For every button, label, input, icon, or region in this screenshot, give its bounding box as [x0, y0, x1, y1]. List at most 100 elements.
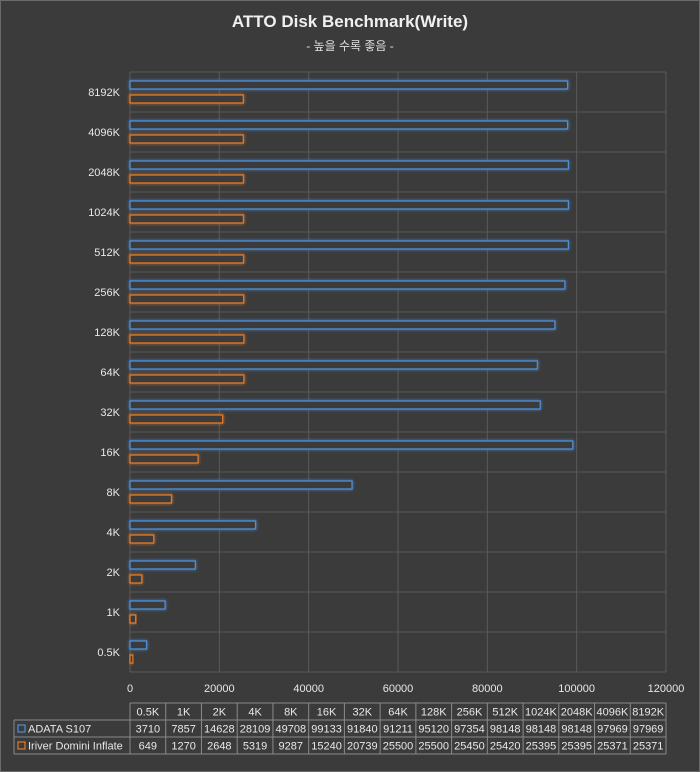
table-header-cell: 16K	[317, 707, 337, 719]
table-value-cell: 15240	[311, 741, 342, 753]
y-tick-label: 512K	[94, 247, 120, 259]
bar-iriver	[129, 94, 244, 104]
y-tick-label: 256K	[94, 287, 120, 299]
x-tick-label: 120000	[648, 683, 685, 695]
table-value-cell: 98148	[526, 724, 557, 736]
x-tick-label: 0	[127, 683, 133, 695]
table-value-cell: 14628	[204, 724, 235, 736]
y-tick-label: 8192K	[88, 87, 120, 99]
y-tick-label: 16K	[100, 447, 120, 459]
x-tick-label: 100000	[558, 683, 595, 695]
legend-label: Iriver Domini Inflate	[28, 741, 123, 753]
bar-adata	[129, 480, 353, 490]
bar-iriver	[129, 214, 245, 224]
bar-adata	[129, 560, 196, 570]
y-tick-label: 1024K	[88, 207, 120, 219]
y-tick-label: 2048K	[88, 167, 120, 179]
table-value-cell: 95120	[418, 724, 449, 736]
table-value-cell: 91840	[347, 724, 378, 736]
table-value-cell: 97354	[454, 724, 485, 736]
table-value-cell: 9287	[279, 741, 303, 753]
bar-adata	[129, 280, 566, 290]
y-tick-label: 2K	[107, 567, 121, 579]
bar-iriver	[129, 494, 173, 504]
table-value-cell: 649	[139, 741, 157, 753]
table-value-cell: 2648	[207, 741, 231, 753]
y-tick-label: 64K	[100, 367, 120, 379]
bar-iriver	[129, 134, 244, 144]
bar-iriver	[129, 254, 245, 264]
bar-adata	[129, 80, 569, 90]
table-header-cell: 0.5K	[137, 707, 160, 719]
y-tick-label: 8K	[107, 487, 121, 499]
x-tick-label: 20000	[204, 683, 235, 695]
table-value-cell: 97969	[597, 724, 628, 736]
bar-iriver	[129, 614, 137, 624]
bar-adata	[129, 240, 570, 250]
table-value-cell: 1270	[171, 741, 195, 753]
chart-subtitle: - 높을 수록 좋음 -	[306, 39, 394, 53]
table-value-cell: 3710	[136, 724, 160, 736]
table-value-cell: 25420	[490, 741, 521, 753]
table-header-cell: 1K	[177, 707, 191, 719]
bar-adata	[129, 600, 166, 610]
table-value-cell: 20739	[347, 741, 378, 753]
table-value-cell: 99133	[311, 724, 342, 736]
chart-title: ATTO Disk Benchmark(Write)	[231, 12, 469, 31]
table-header-cell: 2048K	[561, 707, 593, 719]
bar-adata	[129, 320, 556, 330]
y-tick-label: 128K	[94, 327, 120, 339]
table-value-cell: 98148	[561, 724, 592, 736]
table-value-cell: 28109	[240, 724, 271, 736]
table-header-cell: 512K	[492, 707, 518, 719]
x-tick-label: 80000	[472, 683, 503, 695]
table-value-cell: 98148	[490, 724, 521, 736]
x-tick-label: 40000	[293, 683, 324, 695]
y-tick-label: 32K	[100, 407, 120, 419]
table-header-cell: 8192K	[632, 707, 664, 719]
table-value-cell: 25371	[633, 741, 664, 753]
table-value-cell: 25371	[597, 741, 628, 753]
table-value-cell: 91211	[383, 724, 413, 736]
table-value-cell: 25450	[454, 741, 485, 753]
table-value-cell: 25395	[561, 741, 592, 753]
table-header-cell: 2K	[213, 707, 227, 719]
y-tick-label: 1K	[107, 607, 121, 619]
table-value-cell: 97969	[633, 724, 664, 736]
table-value-cell: 25500	[383, 741, 414, 753]
legend-key-adata	[17, 724, 26, 733]
table-value-cell: 7857	[171, 724, 195, 736]
legend-label: ADATA S107	[28, 724, 91, 736]
table-header-cell: 256K	[457, 707, 483, 719]
bar-adata	[129, 160, 570, 170]
table-value-cell: 25500	[418, 741, 449, 753]
bar-adata	[129, 360, 539, 370]
bar-adata	[129, 440, 574, 450]
bar-adata	[129, 520, 257, 530]
table-value-cell: 49708	[276, 724, 307, 736]
y-tick-label: 4K	[107, 527, 121, 539]
bar-iriver	[129, 454, 199, 464]
table-header-cell: 128K	[421, 707, 447, 719]
bar-adata	[129, 120, 569, 130]
bar-iriver	[129, 334, 245, 344]
bar-iriver	[129, 574, 143, 584]
table-value-cell: 5319	[243, 741, 267, 753]
table-header-cell: 4K	[248, 707, 262, 719]
bar-iriver	[129, 654, 134, 664]
table-header-cell: 32K	[352, 707, 372, 719]
bar-iriver	[129, 414, 224, 424]
bar-adata	[129, 200, 570, 210]
table-header-cell: 4096K	[596, 707, 628, 719]
bar-iriver	[129, 294, 245, 304]
bar-iriver	[129, 374, 245, 384]
table-header-cell: 1024K	[525, 707, 557, 719]
bar-iriver	[129, 534, 155, 544]
bar-adata	[129, 640, 148, 650]
legend-key-iriver	[17, 741, 26, 750]
y-tick-label: 0.5K	[97, 647, 120, 659]
y-tick-label: 4096K	[88, 127, 120, 139]
table-value-cell: 25395	[526, 741, 557, 753]
table-header-cell: 8K	[284, 707, 298, 719]
